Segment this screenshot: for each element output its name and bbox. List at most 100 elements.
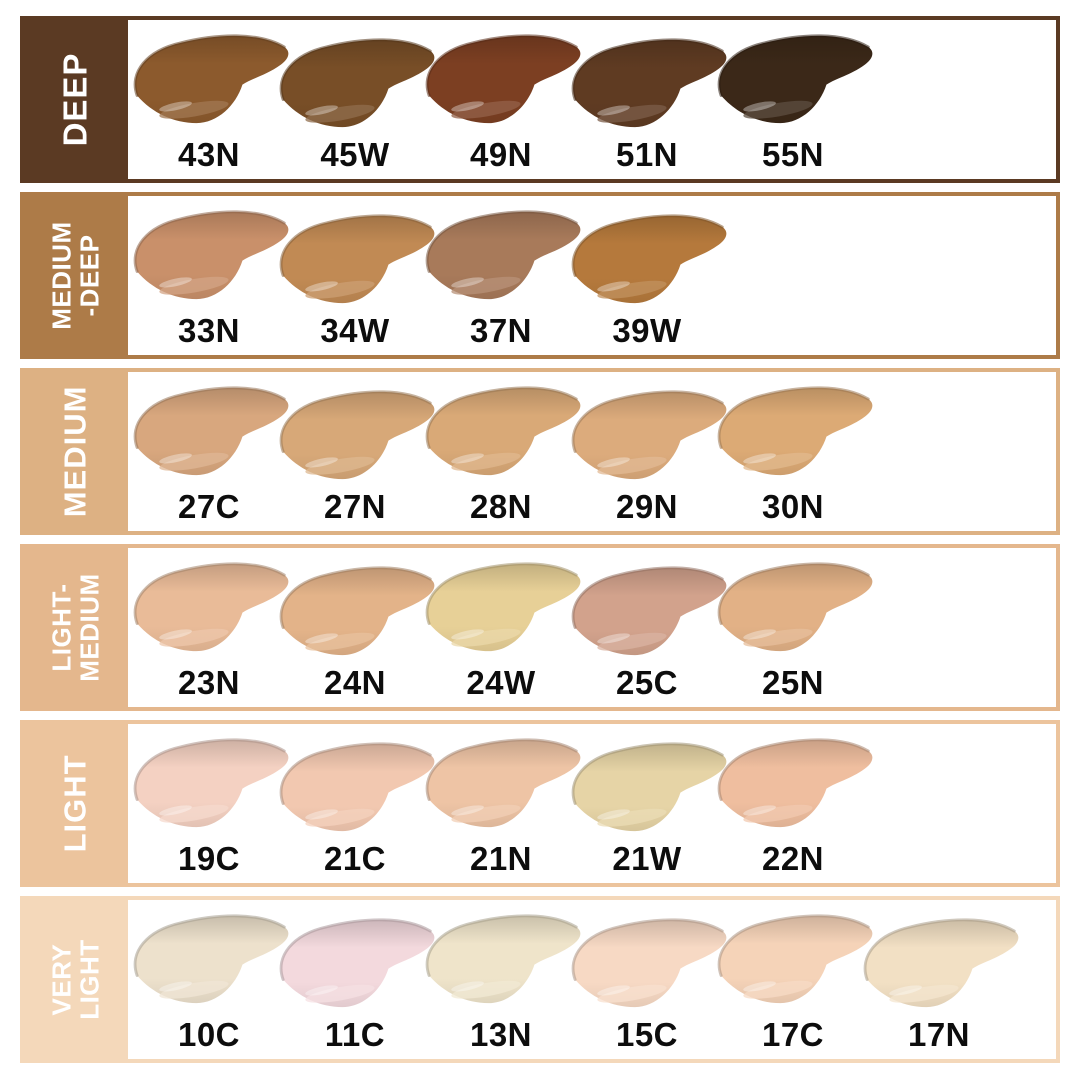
shade-row-light-medium: LIGHT- MEDIUM 23N (20, 544, 1060, 711)
shade-code-label: 27N (323, 488, 387, 525)
shade-code-label: 28N (469, 488, 533, 525)
shade-swatch: 33N (133, 208, 289, 351)
shade-code-label: 33N (177, 312, 241, 349)
shade-swatch: 11C (279, 912, 435, 1055)
shade-swatch: 19C (133, 736, 289, 879)
foundation-smear-graphic (279, 566, 435, 656)
shade-code-label: 37N (469, 312, 533, 349)
shade-swatch: 29N (571, 384, 727, 527)
shade-swatch: 28N (425, 384, 581, 527)
shade-swatch: 17C (717, 912, 873, 1055)
shade-code-label: 45W (320, 136, 390, 173)
foundation-smear-graphic (717, 34, 873, 124)
foundation-smear-graphic (133, 914, 289, 1004)
foundation-smear-graphic (279, 390, 435, 480)
shade-row-deep: DEEP 43N (20, 16, 1060, 183)
row-category-sidebar: LIGHT (24, 724, 128, 883)
shade-swatch: 55N (717, 32, 873, 175)
row-category-sidebar: MEDIUM (24, 372, 128, 531)
shade-code-label: 21W (612, 840, 682, 877)
shade-code-label: 49N (469, 136, 533, 173)
foundation-smear-graphic (425, 914, 581, 1004)
foundation-smear-graphic (863, 918, 1019, 1008)
shade-swatch: 49N (425, 32, 581, 175)
shade-code-label: 15C (615, 1016, 679, 1053)
shade-row-light: LIGHT 19C (20, 720, 1060, 887)
foundation-smear-graphic (571, 742, 727, 832)
shade-swatch: 10C (133, 912, 289, 1055)
row-category-line1: DEEP (56, 52, 94, 147)
foundation-smear-graphic (571, 566, 727, 656)
row-category-line1: VERY (46, 943, 77, 1016)
shade-swatch: 25N (717, 560, 873, 703)
swatch-strip: 10C 11C 13N (128, 900, 1056, 1059)
swatch-strip: 43N 45W 49N (128, 20, 1056, 179)
foundation-smear-graphic (425, 210, 581, 300)
shade-swatch: 17N (863, 912, 1019, 1055)
swatch-strip: 33N 34W 37N (128, 196, 1056, 355)
shade-swatch: 27N (279, 384, 435, 527)
shade-swatch: 34W (279, 208, 435, 351)
shade-swatch: 13N (425, 912, 581, 1055)
shade-code-label: 24N (323, 664, 387, 701)
row-category-line2: LIGHT (74, 939, 104, 1020)
row-category-line1: LIGHT- (46, 583, 77, 672)
foundation-smear-graphic (717, 386, 873, 476)
shade-swatch: 22N (717, 736, 873, 879)
shade-swatch: 25C (571, 560, 727, 703)
shade-code-label: 29N (615, 488, 679, 525)
shade-swatch: 21N (425, 736, 581, 879)
shade-code-label: 51N (615, 136, 679, 173)
row-category-label: LIGHT (58, 754, 93, 852)
shade-code-label: 13N (469, 1016, 533, 1053)
row-category-line2: MEDIUM (74, 573, 104, 682)
foundation-smear-graphic (571, 38, 727, 128)
shade-row-medium: MEDIUM 27C (20, 368, 1060, 535)
shade-swatch: 30N (717, 384, 873, 527)
foundation-smear-graphic (717, 914, 873, 1004)
shade-swatch: 21W (571, 736, 727, 879)
shade-code-label: 23N (177, 664, 241, 701)
row-category-label: MEDIUM -DEEP (46, 221, 104, 330)
foundation-smear-graphic (279, 742, 435, 832)
shade-code-label: 24W (466, 664, 536, 701)
row-category-label: LIGHT- MEDIUM (46, 573, 104, 682)
foundation-smear-graphic (133, 34, 289, 124)
shade-code-label: 17N (907, 1016, 971, 1053)
foundation-smear-graphic (133, 562, 289, 652)
swatch-strip: 27C 27N 28N (128, 372, 1056, 531)
shade-row-medium-deep: MEDIUM -DEEP 33N (20, 192, 1060, 359)
shade-code-label: 10C (177, 1016, 241, 1053)
shade-code-label: 22N (761, 840, 825, 877)
foundation-smear-graphic (133, 386, 289, 476)
row-category-line2: -DEEP (74, 234, 104, 317)
row-category-sidebar: MEDIUM -DEEP (24, 196, 128, 355)
shade-swatch: 43N (133, 32, 289, 175)
row-category-sidebar: DEEP (24, 20, 128, 179)
shade-code-label: 34W (320, 312, 390, 349)
shade-code-label: 17C (761, 1016, 825, 1053)
foundation-smear-graphic (425, 562, 581, 652)
shade-code-label: 55N (761, 136, 825, 173)
shade-code-label: 27C (177, 488, 241, 525)
foundation-smear-graphic (133, 210, 289, 300)
foundation-smear-graphic (279, 38, 435, 128)
shade-swatch: 15C (571, 912, 727, 1055)
row-category-label: MEDIUM (57, 385, 93, 518)
shade-swatch: 24W (425, 560, 581, 703)
shade-swatch: 27C (133, 384, 289, 527)
shade-code-label: 19C (177, 840, 241, 877)
row-category-label: DEEP (56, 52, 94, 147)
row-category-line1: MEDIUM (46, 221, 77, 330)
foundation-smear-graphic (279, 214, 435, 304)
shade-swatch: 51N (571, 32, 727, 175)
swatch-strip: 19C 21C 21N (128, 724, 1056, 883)
row-category-line1: MEDIUM (57, 385, 93, 518)
foundation-smear-graphic (425, 386, 581, 476)
foundation-smear-graphic (425, 34, 581, 124)
shade-code-label: 43N (177, 136, 241, 173)
shade-code-label: 39W (612, 312, 682, 349)
shade-swatch: 23N (133, 560, 289, 703)
shade-swatch: 37N (425, 208, 581, 351)
